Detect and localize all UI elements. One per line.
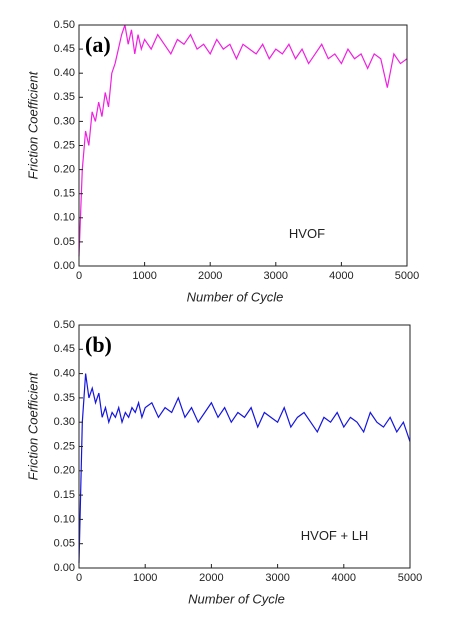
x-tick-label: 4000 [332, 572, 356, 584]
y-tick-label: 0.15 [54, 489, 75, 501]
y-tick-label: 0.25 [54, 139, 75, 151]
x-tick-label: 5000 [395, 270, 419, 282]
y-tick-label: 0.35 [54, 91, 75, 103]
x-axis-title: Number of Cycle [187, 289, 284, 304]
series-label: HVOF + LH [301, 528, 369, 543]
y-tick-label: 0.30 [54, 416, 75, 428]
x-tick-label: 1000 [133, 572, 157, 584]
x-tick-label: 3000 [264, 270, 288, 282]
y-axis-title: Friction Coefficient [25, 371, 40, 480]
y-tick-label: 0.40 [54, 67, 75, 79]
y-tick-label: 0.50 [54, 319, 75, 331]
y-tick-label: 0.30 [54, 115, 75, 127]
data-line [78, 24, 408, 257]
y-tick-label: 0.25 [54, 440, 75, 452]
x-tick-label: 3000 [265, 572, 289, 584]
x-tick-label: 4000 [329, 270, 353, 282]
y-tick-label: 0.10 [54, 513, 75, 525]
y-tick-label: 0.05 [54, 236, 75, 248]
y-axis-title: Friction Coefficient [25, 70, 40, 179]
y-tick-label: 0.40 [54, 368, 75, 380]
x-axis-title: Number of Cycle [188, 591, 285, 606]
plot-frame [78, 24, 408, 267]
panel-annotation: (a) [85, 32, 111, 57]
x-tick-label: 0 [76, 572, 82, 584]
y-tick-label: 0.20 [54, 164, 75, 176]
y-tick-label: 0.45 [54, 43, 75, 55]
y-tick-label: 0.00 [54, 562, 75, 574]
y-tick-label: 0.35 [54, 392, 75, 404]
y-tick-label: 0.05 [54, 538, 75, 550]
x-tick-label: 2000 [198, 270, 222, 282]
y-tick-label: 0.45 [54, 343, 75, 355]
panel-annotation: (b) [85, 332, 112, 357]
y-tick-label: 0.10 [54, 212, 75, 224]
series-label: HVOF [289, 226, 325, 241]
data-line [78, 373, 411, 564]
y-tick-label: 0.00 [54, 260, 75, 272]
y-tick-label: 0.20 [54, 465, 75, 477]
x-tick-label: 2000 [199, 572, 223, 584]
x-tick-label: 0 [76, 270, 82, 282]
x-tick-label: 1000 [132, 270, 156, 282]
y-tick-label: 0.50 [54, 19, 75, 31]
x-tick-label: 5000 [398, 572, 422, 584]
y-tick-label: 0.15 [54, 188, 75, 200]
